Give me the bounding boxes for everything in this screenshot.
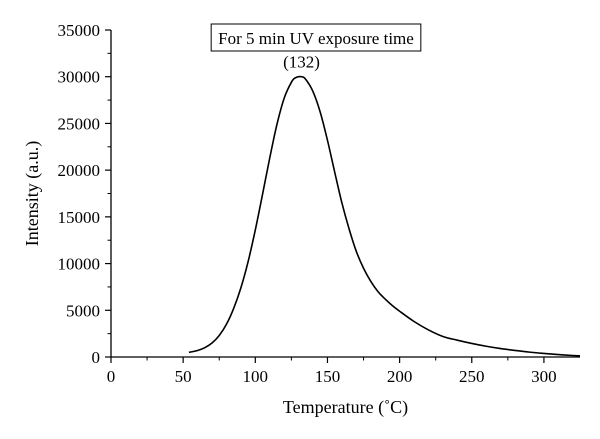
- y-tick-label: 25000: [58, 114, 101, 133]
- y-tick-label: 0: [92, 348, 101, 367]
- x-tick-label: 300: [531, 367, 557, 386]
- tick-labels: 0 50 100 150 200 250 300 0 5000 10000 15000 20000 25…: [58, 21, 557, 386]
- x-tick-label: 150: [315, 367, 341, 386]
- y-tick-label: 35000: [58, 21, 101, 40]
- legend-box: For 5 min UV exposure time: [210, 23, 422, 52]
- x-tick-label: 100: [243, 367, 269, 386]
- x-tick-label: 50: [175, 367, 192, 386]
- axes: [105, 29, 580, 363]
- y-tick-label: 15000: [58, 208, 101, 227]
- legend-box-frame: [210, 23, 422, 52]
- x-tick-label: 0: [107, 367, 116, 386]
- x-tick-label: 250: [459, 367, 485, 386]
- y-tick-label: 20000: [58, 161, 101, 180]
- y-tick-label: 5000: [66, 301, 100, 320]
- plot-area: [188, 75, 581, 357]
- x-tick-label: 200: [387, 367, 413, 386]
- y-tick-label: 30000: [58, 68, 101, 87]
- peak-annotation: (132): [283, 53, 320, 72]
- series-line: [188, 75, 581, 357]
- x-axis-title: Temperature (˚C): [283, 397, 408, 418]
- y-axis-title: Intensity (a.u.): [22, 141, 43, 246]
- legend-box-text: For 5 min UV exposure time: [218, 29, 414, 48]
- y-tick-label: 10000: [58, 255, 101, 274]
